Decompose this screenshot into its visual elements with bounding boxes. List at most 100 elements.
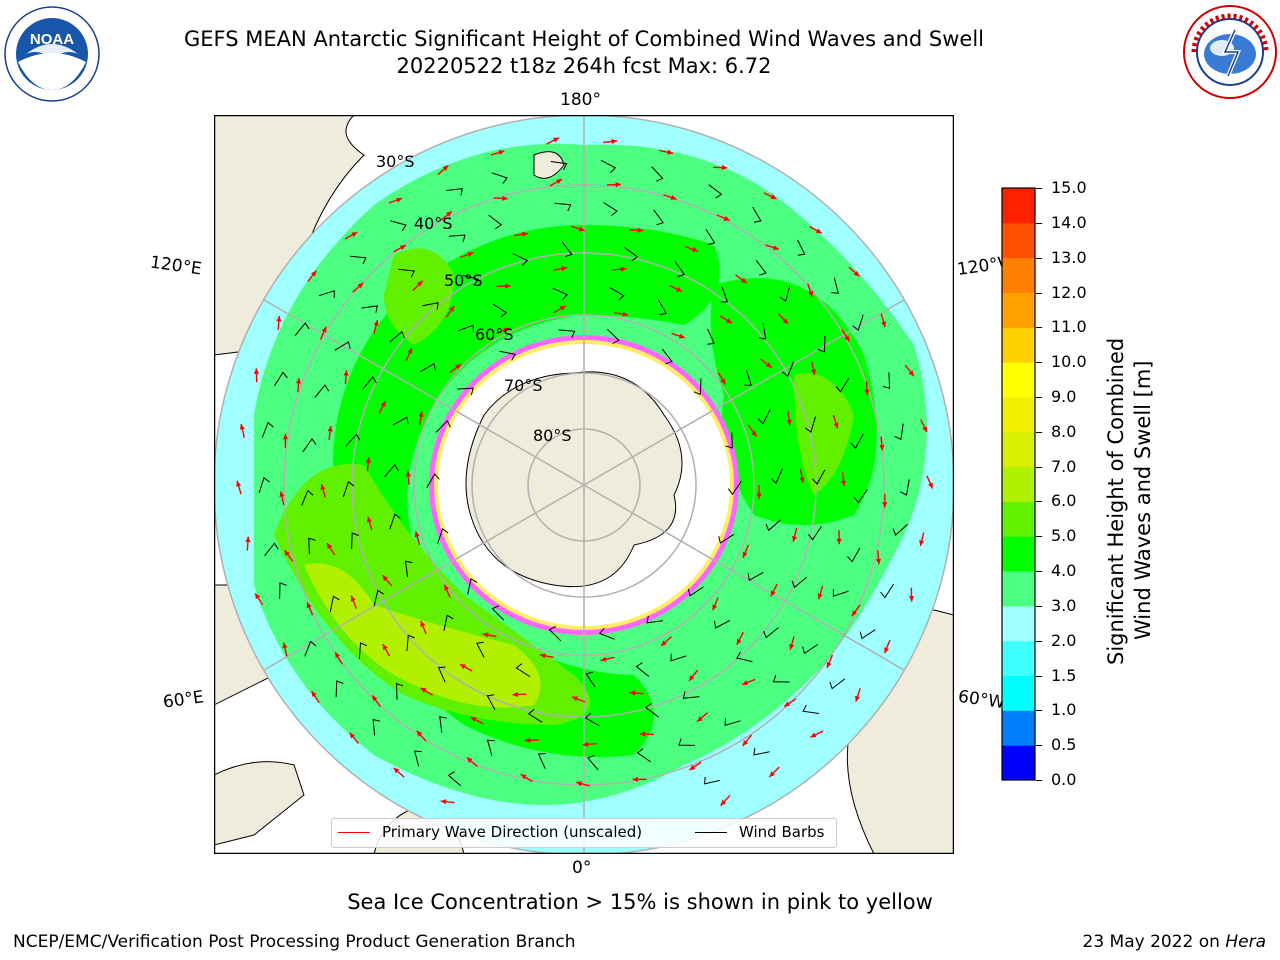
wave-direction-arrowhead <box>418 411 424 418</box>
wave-direction-arrowhead <box>855 695 860 702</box>
wind-barb <box>342 480 355 498</box>
wave-direction-arrowhead <box>373 320 379 326</box>
wave-direction-arrowhead <box>811 369 817 375</box>
colorbar-cell <box>1002 536 1035 572</box>
colorbar-tick-label: 1.5 <box>1051 665 1077 685</box>
wind-barb <box>334 341 351 351</box>
colorbar-tick-label: 6.0 <box>1051 491 1077 511</box>
wave-direction-arrowhead <box>611 138 618 145</box>
wave-direction-arrowhead <box>417 280 423 287</box>
wave-direction-arrowhead <box>522 231 528 237</box>
wave-direction-arrowhead <box>365 457 371 463</box>
wave-direction-arrowhead <box>799 477 805 483</box>
colorbar-tick-label: 14.0 <box>1051 212 1087 232</box>
wind-barb <box>499 350 516 361</box>
wave-direction-arrowhead <box>561 266 568 272</box>
wind-barb <box>670 653 687 662</box>
wind-barb <box>817 335 826 353</box>
colorbar-cell <box>1002 327 1035 363</box>
wind-barb <box>674 261 686 277</box>
wind-barb <box>384 464 399 478</box>
wave-direction-arrowhead <box>742 680 749 685</box>
wave-direction-arrowhead <box>467 252 474 257</box>
wave-direction-arrowhead <box>723 215 730 221</box>
colorbar-tick-label: 11.0 <box>1051 317 1087 337</box>
wave-direction-arrowhead <box>689 675 695 681</box>
wave-direction-arrows <box>236 137 934 807</box>
colorbar-label: Significant Height of Combined Wind Wave… <box>1104 338 1155 665</box>
wave-direction-arrowhead <box>349 732 355 739</box>
colorbar-cell <box>1002 362 1035 398</box>
wave-direction-arrowhead <box>765 362 772 368</box>
wave-direction-arrowhead <box>350 595 356 602</box>
wave-direction-arrowhead <box>366 516 372 523</box>
wave-direction-arrowhead <box>817 593 823 600</box>
wave-direction-arrowhead <box>416 730 423 737</box>
wind-barb <box>349 255 367 265</box>
wind-barb <box>782 361 795 378</box>
wave-direction-arrowhead <box>576 781 583 787</box>
wave-direction-arrowhead <box>399 245 406 251</box>
wind-barb <box>448 234 466 242</box>
wind-barb <box>757 409 771 425</box>
wind-barb <box>724 718 741 726</box>
wind-barb <box>829 678 846 690</box>
wind-barb <box>492 303 508 318</box>
wave-direction-arrowhead <box>884 647 889 654</box>
map-panel[interactable] <box>214 115 954 854</box>
lat-label-70s: 70°S <box>504 376 543 395</box>
wave-direction-arrowhead <box>670 195 677 200</box>
wind-barb <box>301 489 314 506</box>
wave-direction-arrowhead <box>320 484 326 490</box>
colorbar-cell <box>1002 292 1035 328</box>
colorbar-tick-label: 10.0 <box>1051 352 1087 372</box>
wind-barb <box>414 750 422 767</box>
colorbar-cell <box>1002 640 1035 676</box>
wind-barb <box>548 626 562 642</box>
wind-barb <box>446 188 463 196</box>
wave-direction-arrowhead <box>864 389 870 396</box>
wave-direction-arrowhead <box>311 270 317 277</box>
wave-direction-arrowhead <box>282 433 288 440</box>
wind-barb <box>550 161 568 171</box>
colorbar-tick-mark <box>1036 710 1042 712</box>
wave-direction-arrowhead <box>637 227 644 233</box>
wave-direction-arrowhead <box>335 652 341 658</box>
wave-direction-arrowhead <box>908 596 915 602</box>
wind-barb <box>736 651 753 663</box>
colorbar-tick-label: 4.0 <box>1051 561 1077 581</box>
wave-direction-arrowhead <box>908 370 914 377</box>
wind-barb <box>304 640 317 657</box>
wind-barb <box>361 305 378 313</box>
map-title: GEFS MEAN Antarctic Significant Height o… <box>183 27 985 51</box>
wave-direction-arrowhead <box>620 266 627 272</box>
wind-barb <box>651 166 664 182</box>
svg-text:Wind Waves and Swell [m]: Wind Waves and Swell [m] <box>1131 360 1155 640</box>
wind-barb <box>705 229 716 245</box>
wave-direction-arrowhead <box>928 482 933 489</box>
wave-direction-arrowhead <box>284 550 290 557</box>
wind-barb <box>657 299 668 316</box>
wind-barb <box>714 620 730 629</box>
wind-barb <box>486 739 495 756</box>
wind-barb <box>835 377 850 393</box>
wave-direction-arrowhead <box>720 799 727 806</box>
wind-barb <box>635 662 650 677</box>
wind-barb <box>755 259 767 276</box>
wind-barb <box>603 202 618 216</box>
wind-barb <box>752 206 762 223</box>
colorbar-tick-mark <box>1036 431 1042 433</box>
wave-direction-arrowhead <box>922 426 927 433</box>
wind-barb <box>389 513 401 530</box>
wind-barb <box>420 362 436 373</box>
footer-host: Hera <box>1225 932 1266 952</box>
wave-direction-arrowhead <box>539 653 546 659</box>
wind-barb <box>373 589 384 607</box>
wind-barb <box>488 214 503 230</box>
wave-direction-arrowhead <box>726 318 733 324</box>
graticule <box>214 115 954 854</box>
wind-barb <box>703 776 721 785</box>
wave-direction-arrowhead <box>692 246 698 252</box>
wave-direction-arrowhead <box>844 335 850 342</box>
wind-barb <box>725 431 733 449</box>
